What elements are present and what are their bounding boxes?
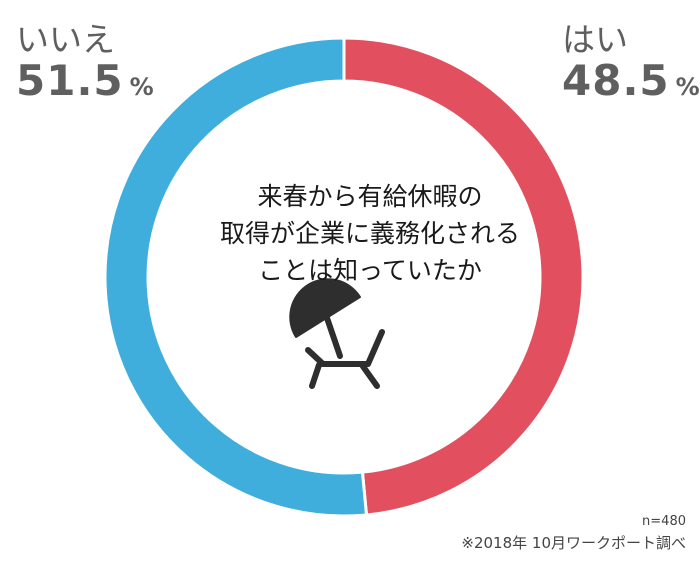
beach-umbrella-lounger-icon bbox=[289, 278, 385, 389]
value-yes: 48.5 bbox=[562, 56, 670, 105]
label-no: いいえ bbox=[16, 20, 115, 59]
legend-no: いいえ 51.5% bbox=[16, 22, 155, 110]
slice-yes bbox=[342, 36, 585, 517]
unit-no: % bbox=[129, 73, 155, 101]
legend-yes: はい 48.5% bbox=[562, 22, 700, 110]
sample-size-note: n=480 bbox=[642, 514, 686, 529]
label-yes: はい bbox=[562, 20, 628, 59]
unit-yes: % bbox=[675, 73, 700, 101]
center-question: 来春から有給休暇の 取得が企業に義務化される ことは知っていたか bbox=[180, 178, 560, 289]
value-no: 51.5 bbox=[16, 56, 124, 105]
center-question-line-3: ことは知っていたか bbox=[258, 256, 482, 285]
source-note: ※2018年 10月ワークポート調べ bbox=[461, 534, 686, 552]
center-question-line-1: 来春から有給休暇の bbox=[257, 182, 483, 211]
center-question-line-2: 取得が企業に義務化される bbox=[219, 219, 520, 248]
slice-no bbox=[103, 36, 369, 518]
